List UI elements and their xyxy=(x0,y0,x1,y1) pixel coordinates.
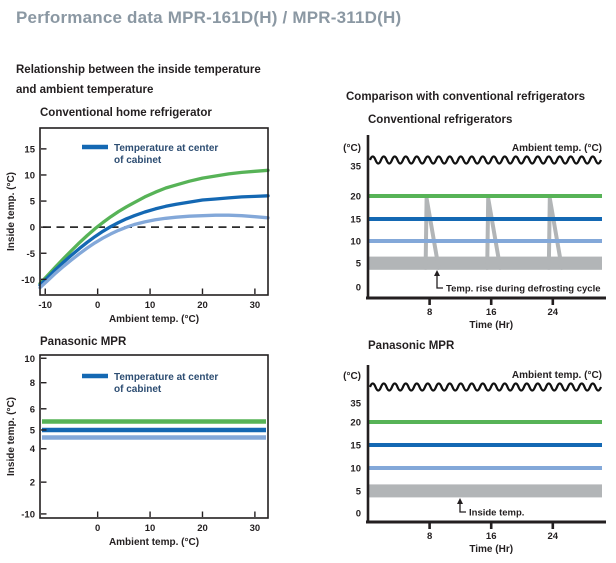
y-tick-label: 10 xyxy=(24,354,35,365)
defrost-spike xyxy=(485,196,503,270)
series-warmest-zone xyxy=(38,168,270,286)
chart-panasonic-mpr-vs-ambient: 10 8 6 5 4 2 -10 0 10 20 30 Ambient temp. (°C) Insid… xyxy=(6,354,269,548)
legend-label-line1: Temperature at center xyxy=(114,372,218,383)
chart1-title: Conventional home refrigerator xyxy=(40,107,212,119)
x-tick-label: 24 xyxy=(548,531,559,542)
y-tick-label: 20 xyxy=(350,192,361,203)
left-section-heading-line2: and ambient temperature xyxy=(16,84,154,96)
y-tick-label: 15 xyxy=(350,215,361,226)
legend-label-line1: Temperature at center xyxy=(114,143,218,154)
x-tick-label: 10 xyxy=(145,300,156,311)
y-tick-label: 8 xyxy=(30,378,35,389)
annotation-arrow xyxy=(459,504,466,513)
x-tick-label: 20 xyxy=(197,300,208,311)
chart-panasonic-mpr-over-time: Ambient temp. (°C) (°C) 35 20 15 10 5 0 8 16 24 Tim… xyxy=(343,365,606,555)
annotation-arrowhead xyxy=(434,270,440,276)
x-tick-label: 16 xyxy=(486,531,497,542)
left-section-heading-line1: Relationship between the inside temperat… xyxy=(16,64,261,76)
chart4-title: Panasonic MPR xyxy=(368,340,455,352)
chart-conventional-refrigerators-over-time: Ambient temp. (°C) (°C) 35 20 15 10 5 0 8 16 24 Tim… xyxy=(343,135,606,331)
y-tick-label: 15 xyxy=(350,441,361,452)
y-tick-label: -10 xyxy=(21,275,35,286)
x-axis-label: Time (Hr) xyxy=(469,320,513,331)
y-tick-label: 0 xyxy=(356,283,361,294)
x-tick-label: 8 xyxy=(427,531,432,542)
series-coldest-zone xyxy=(38,213,270,290)
x-tick-label: 0 xyxy=(95,300,100,311)
x-axis-label: Time (Hr) xyxy=(469,544,513,555)
series-temperature-at-center-of-cabinet xyxy=(38,194,270,287)
x-tick-label: 8 xyxy=(427,307,432,318)
x-axis-label: Ambient temp. (°C) xyxy=(109,314,199,325)
annotation-arrow xyxy=(436,276,443,289)
annotation-text: Inside temp. xyxy=(469,508,524,519)
y-tick-label: 5 xyxy=(356,487,362,498)
y-axis-label: Inside temp. (°C) xyxy=(6,397,17,476)
y-tick-label: 35 xyxy=(350,162,361,173)
chart2-title: Panasonic MPR xyxy=(40,336,127,348)
y-tick-label: -10 xyxy=(21,509,35,520)
y-tick-label: 6 xyxy=(30,404,35,415)
page-title: Performance data MPR-161D(H) / MPR-311D(… xyxy=(16,8,402,27)
x-tick-label: -10 xyxy=(38,300,52,311)
plot-frame xyxy=(39,354,269,519)
y-tick-label: 10 xyxy=(24,170,35,181)
legend-label-line2: of cabinet xyxy=(114,384,162,395)
y-tick-label: 5 xyxy=(30,197,36,208)
ambient-temp-label: Ambient temp. (°C) xyxy=(512,143,602,154)
chart3-title: Conventional refrigerators xyxy=(368,114,513,126)
series-ambient-temp-wavy-line xyxy=(368,382,603,392)
series-inside-temp-band xyxy=(369,484,602,498)
x-tick-label: 10 xyxy=(145,523,156,534)
y-tick-label: 10 xyxy=(350,237,361,248)
left-section-heading: Relationship between the inside temperat… xyxy=(16,60,261,100)
y-tick-label: 2 xyxy=(30,478,35,489)
series-ambient-temp-wavy-line xyxy=(368,155,603,165)
y-tick-label: 4 xyxy=(30,444,36,455)
y-tick-label: 5 xyxy=(30,425,36,436)
y-tick-label: 0 xyxy=(30,223,35,234)
chart-conventional-home-refrigerator: 15 10 5 0 -5 -10 -10 0 10 20 30 Ambient temp. (°C) I… xyxy=(6,127,270,325)
y-tick-label: 10 xyxy=(350,464,361,475)
y-tick-label: 20 xyxy=(350,418,361,429)
annotation-text: Temp. rise during defrosting cycle xyxy=(446,284,601,295)
x-tick-label: 0 xyxy=(95,523,100,534)
defrost-spike xyxy=(546,196,564,270)
annotation-arrowhead xyxy=(457,498,463,504)
legend-label-line2: of cabinet xyxy=(114,155,162,166)
x-axis-label: Ambient temp. (°C) xyxy=(109,537,199,548)
y-tick-label: 15 xyxy=(24,144,35,155)
x-tick-label: 20 xyxy=(197,523,208,534)
y-unit-label: (°C) xyxy=(343,371,361,382)
x-tick-label: 16 xyxy=(486,307,497,318)
right-section-heading: Comparison with conventional refrigerato… xyxy=(346,91,585,103)
x-tick-label: 30 xyxy=(250,523,261,534)
y-axis-label: Inside temp. (°C) xyxy=(6,172,17,251)
y-unit-label: (°C) xyxy=(343,143,361,154)
y-tick-label: -5 xyxy=(27,249,36,260)
plot-frame xyxy=(39,127,269,296)
defrost-spike xyxy=(423,196,441,270)
y-tick-label: 0 xyxy=(356,509,361,520)
ambient-temp-label: Ambient temp. (°C) xyxy=(512,370,602,381)
y-tick-label: 35 xyxy=(350,399,361,410)
y-tick-label: 5 xyxy=(356,259,362,270)
x-tick-label: 24 xyxy=(548,307,559,318)
x-tick-label: 30 xyxy=(250,300,261,311)
